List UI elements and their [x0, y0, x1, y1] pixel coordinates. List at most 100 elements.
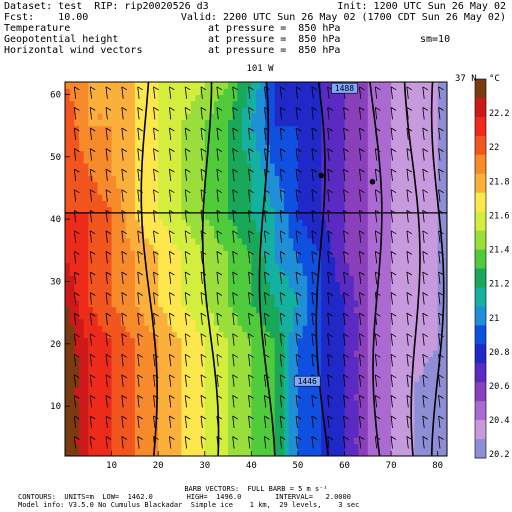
- temperature-cell: [391, 437, 397, 445]
- temperature-cell: [242, 393, 248, 401]
- temperature-cell: [358, 374, 364, 382]
- temperature-cell: [195, 262, 201, 270]
- temperature-cell: [232, 106, 238, 114]
- temperature-cell: [162, 156, 169, 164]
- temperature-cell: [195, 393, 201, 401]
- temperature-cell: [111, 381, 117, 389]
- temperature-cell: [228, 113, 234, 120]
- temperature-cell: [186, 325, 192, 332]
- temperature-cell: [372, 106, 378, 114]
- temperature-cell: [265, 443, 271, 451]
- temperature-cell: [372, 181, 378, 189]
- temperature-cell: [186, 424, 192, 432]
- temperature-cell: [283, 325, 290, 332]
- temperature-cell: [260, 393, 266, 401]
- temperature-cell: [78, 393, 85, 401]
- temperature-cell: [232, 219, 238, 226]
- temperature-cell: [297, 163, 304, 170]
- temperature-cell: [339, 399, 346, 407]
- temperature-cell: [381, 275, 388, 283]
- temperature-cell: [158, 231, 164, 239]
- temperature-cell: [134, 381, 141, 389]
- temperature-cell: [358, 244, 364, 251]
- temperature-cell: [283, 300, 290, 307]
- temperature-cell: [167, 262, 173, 270]
- temperature-cell: [288, 187, 294, 195]
- temperature-cell: [120, 287, 127, 295]
- temperature-cell: [409, 181, 415, 189]
- temperature-cell: [302, 443, 308, 451]
- temperature-cell: [335, 212, 341, 220]
- temperature-cell: [372, 250, 378, 258]
- temperature-cell: [228, 418, 234, 426]
- temperature-cell: [283, 399, 290, 407]
- temperature-cell: [302, 250, 308, 258]
- temperature-cell: [302, 325, 308, 332]
- temperature-cell: [339, 94, 346, 102]
- temperature-cell: [353, 418, 360, 426]
- temperature-cell: [311, 256, 318, 264]
- temperature-cell: [372, 244, 378, 251]
- temperature-cell: [302, 163, 308, 170]
- temperature-cell: [288, 225, 294, 233]
- temperature-cell: [283, 225, 290, 233]
- temperature-cell: [74, 362, 80, 370]
- temperature-cell: [307, 362, 313, 370]
- temperature-cell: [265, 350, 271, 357]
- temperature-cell: [232, 156, 238, 164]
- temperature-cell: [386, 331, 392, 339]
- temperature-cell: [283, 119, 290, 127]
- temperature-cell: [256, 113, 262, 120]
- temperature-cell: [391, 306, 397, 314]
- temperature-cell: [428, 181, 434, 189]
- temperature-cell: [162, 119, 169, 127]
- temperature-cell: [172, 88, 178, 96]
- temperature-cell: [181, 318, 187, 326]
- temperature-cell: [423, 156, 429, 164]
- temperature-cell: [92, 175, 99, 183]
- temperature-cell: [265, 418, 271, 426]
- temperature-cell: [176, 88, 183, 96]
- temperature-cell: [311, 262, 318, 270]
- temperature-cell: [218, 156, 224, 164]
- temperature-cell: [353, 275, 360, 283]
- temperature-cell: [186, 437, 192, 445]
- temperature-cell: [200, 150, 206, 158]
- temperature-cell: [419, 269, 425, 276]
- temperature-cell: [237, 88, 243, 96]
- temperature-cell: [218, 82, 224, 89]
- temperature-cell: [200, 325, 206, 332]
- temperature-cell: [293, 281, 299, 289]
- temperature-cell: [400, 131, 406, 139]
- temperature-cell: [256, 343, 262, 351]
- wind-barb-flag: [74, 333, 80, 338]
- temperature-cell: [297, 237, 304, 245]
- temperature-cell: [325, 138, 332, 145]
- temperature-cell: [293, 212, 299, 220]
- temperature-cell: [381, 399, 388, 407]
- temperature-cell: [297, 387, 304, 395]
- temperature-cell: [330, 119, 336, 127]
- temperature-cell: [395, 131, 402, 139]
- temperature-cell: [223, 312, 229, 320]
- temperature-cell: [377, 88, 383, 96]
- temperature-cell: [242, 275, 248, 283]
- temperature-cell: [106, 231, 113, 239]
- temperature-cell: [400, 206, 406, 214]
- temperature-cell: [130, 181, 136, 189]
- temperature-cell: [274, 325, 280, 332]
- temperature-cell: [437, 387, 443, 395]
- temperature-cell: [237, 175, 243, 183]
- temperature-cell: [92, 437, 99, 445]
- temperature-cell: [256, 356, 262, 364]
- temperature-cell: [442, 231, 447, 239]
- temperature-cell: [311, 337, 318, 345]
- temperature-cell: [158, 406, 164, 413]
- temperature-cell: [83, 362, 89, 370]
- temperature-cell: [116, 225, 122, 233]
- temperature-cell: [339, 343, 346, 351]
- temperature-cell: [409, 119, 415, 127]
- temperature-cell: [125, 325, 131, 332]
- temperature-cell: [344, 325, 350, 332]
- temperature-cell: [181, 356, 187, 364]
